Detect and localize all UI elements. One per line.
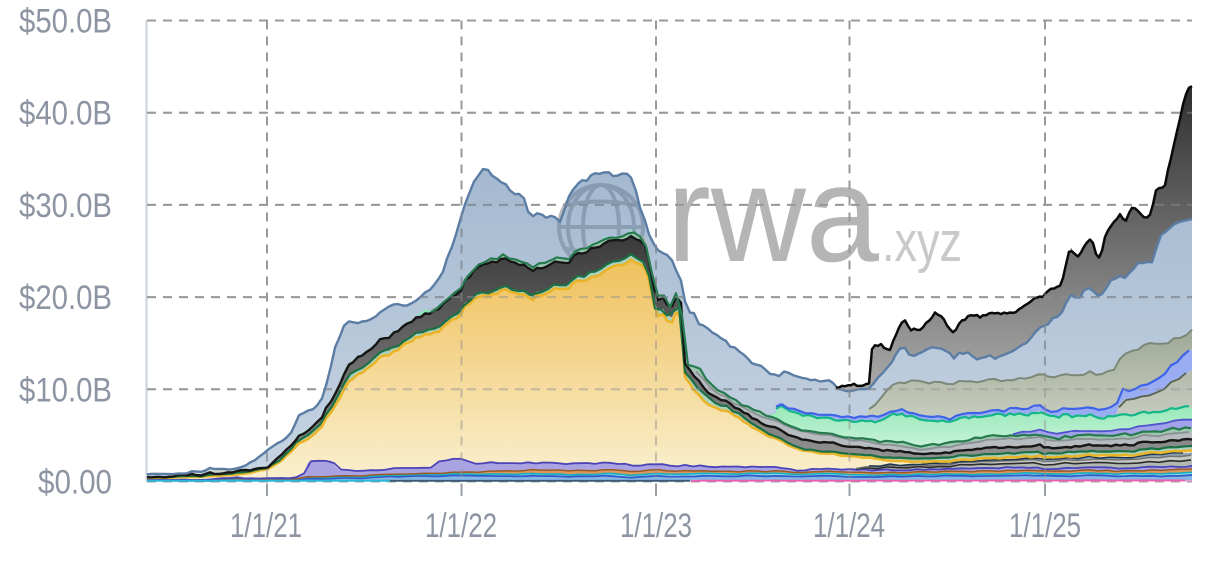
- svg-text:$20.0B: $20.0B: [19, 279, 112, 317]
- svg-text:.xyz: .xyz: [882, 210, 962, 274]
- svg-text:1/1/22: 1/1/22: [425, 507, 497, 545]
- svg-text:rwa: rwa: [667, 138, 880, 291]
- svg-text:$0.00: $0.00: [38, 464, 112, 502]
- svg-text:1/1/23: 1/1/23: [620, 507, 692, 545]
- svg-text:1/1/24: 1/1/24: [813, 507, 885, 545]
- svg-text:$10.0B: $10.0B: [19, 371, 112, 409]
- svg-text:$40.0B: $40.0B: [19, 95, 112, 133]
- svg-text:$30.0B: $30.0B: [19, 187, 112, 225]
- svg-text:$50.0B: $50.0B: [19, 3, 112, 41]
- svg-text:1/1/21: 1/1/21: [230, 507, 302, 545]
- svg-text:1/1/25: 1/1/25: [1009, 507, 1081, 545]
